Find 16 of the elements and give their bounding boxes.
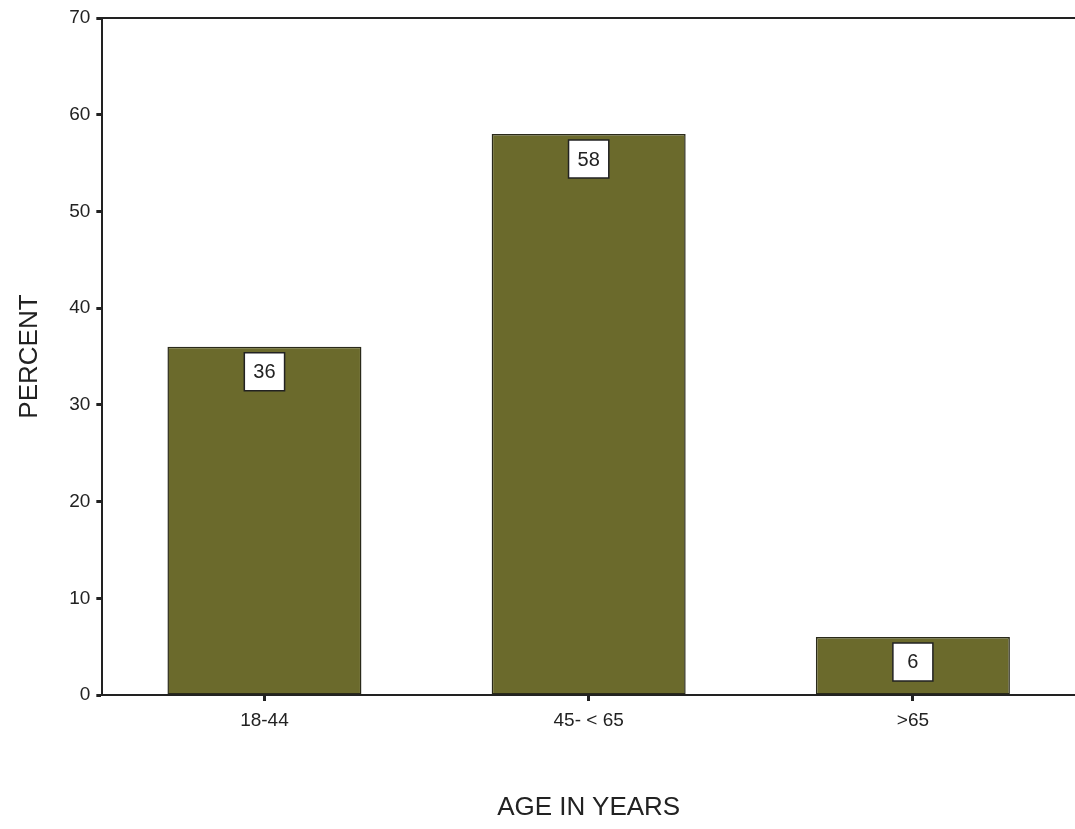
y-tick-label: 50	[69, 199, 91, 221]
x-tick-label: 45- < 65	[553, 708, 624, 730]
y-tick-label: 10	[69, 586, 91, 608]
y-tick-label: 60	[69, 102, 91, 124]
x-axis-title: AGE IN YEARS	[497, 790, 681, 821]
data-label: 6	[907, 650, 919, 673]
y-tick-label: 30	[69, 393, 91, 415]
data-label: 58	[577, 147, 600, 170]
y-tick-label: 0	[79, 683, 91, 705]
y-tick-label: 40	[69, 296, 91, 318]
y-tick-label: 70	[69, 6, 91, 28]
y-tick-label: 20	[69, 489, 91, 511]
data-label: 36	[253, 360, 276, 383]
x-tick-label: >65	[896, 708, 930, 730]
y-axis-title: PERCENT	[12, 294, 43, 419]
x-tick-label: 18-44	[240, 708, 290, 730]
